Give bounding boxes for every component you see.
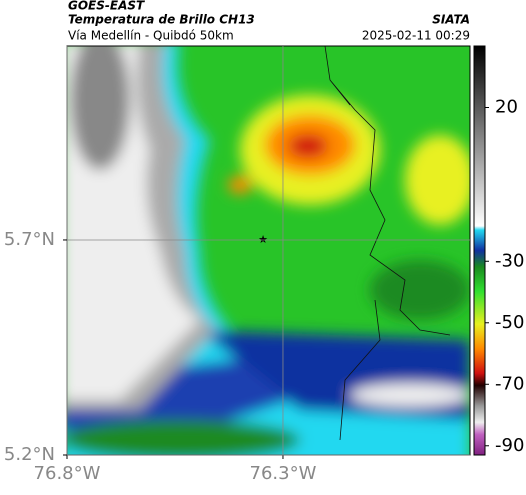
subtitle: Vía Medellín - Quibdó 50km [68, 29, 234, 43]
datetime: 2025-02-11 00:29 [362, 29, 470, 43]
y-tick-label: 5.7°N [4, 229, 55, 250]
x-tick-label: 76.3°W [250, 463, 317, 484]
title: Temperatura de Brillo CH13 [68, 13, 255, 27]
y-tick-label: 5.2°N [4, 444, 55, 465]
colorbar-label: -50 [495, 312, 524, 333]
location-marker: ★ [258, 233, 268, 246]
satellite-image: ★ [67, 46, 470, 455]
source: GOES-EAST [68, 0, 145, 13]
x-tick-label: 76.8°W [34, 463, 101, 484]
org: SIATA [432, 13, 470, 27]
colorbar-label: -70 [495, 373, 524, 394]
colorbar-label: -30 [495, 250, 524, 271]
colorbar-label: -90 [495, 435, 524, 456]
colorbar-label: 20 [495, 97, 518, 118]
colorbar [473, 45, 486, 456]
